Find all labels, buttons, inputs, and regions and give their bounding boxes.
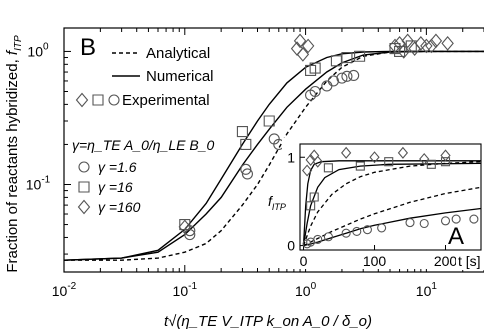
- inset-x-label: t [s]: [458, 253, 481, 269]
- data-point-circle: [309, 85, 321, 98]
- data-point-circle: [321, 80, 333, 92]
- data-point-diamond: [420, 38, 433, 54]
- panel-label: B: [80, 34, 96, 61]
- inset-x-tick-label: 100: [363, 253, 387, 269]
- inset-y-label: fITP: [268, 193, 286, 212]
- inset-point-circle: [419, 218, 429, 229]
- x-axis-title: t√(η_TE V_ITP k_on A_0 / δ_o): [164, 313, 372, 330]
- gamma-legend-label: γ =160: [98, 199, 141, 215]
- gamma-legend-marker: [78, 161, 90, 173]
- inset-point-circle: [313, 234, 323, 244]
- y-tick-label: 10-1: [26, 174, 51, 192]
- inset-panel-label: A: [448, 223, 464, 250]
- gamma-legend-label: γ =1.6: [98, 159, 137, 175]
- inset-series-line-2: [302, 160, 481, 246]
- data-point-square: [236, 125, 248, 138]
- legend-analytical: Analytical: [146, 45, 210, 62]
- inset-y-tick-label: 1: [287, 149, 295, 165]
- data-point-square: [240, 138, 252, 150]
- inset-point-circle: [341, 228, 351, 238]
- legend-circle-marker: [108, 94, 120, 106]
- data-point-diamond: [441, 36, 454, 51]
- inset-point-circle: [469, 214, 479, 224]
- inset-xlabel-bg: [456, 254, 484, 270]
- inset-point-square: [323, 163, 333, 173]
- data-point-square: [309, 62, 321, 74]
- gamma-legend-marker: [78, 181, 90, 193]
- data-point-circle: [241, 168, 253, 180]
- data-point-circle: [348, 69, 360, 81]
- inset-point-diamond: [312, 155, 323, 168]
- inset-point-diamond: [419, 152, 430, 166]
- inset-frame: [299, 143, 482, 251]
- inset-point-circle: [352, 226, 362, 236]
- inset-point-circle: [362, 225, 372, 235]
- gamma-definition: γ=η_TE A_0/η_LE B_0: [72, 137, 214, 153]
- inset-point-square: [440, 157, 451, 167]
- data-point-circle: [240, 163, 252, 175]
- series-line-2: [63, 50, 484, 261]
- y-tick-label: 100: [27, 41, 49, 59]
- x-tick-label: 100: [295, 281, 317, 299]
- inset-point-diamond: [369, 151, 380, 164]
- x-tick-label: 101: [416, 281, 438, 299]
- inset-point-square: [355, 161, 365, 171]
- legend-numerical: Numerical: [146, 68, 214, 85]
- data-point-diamond: [397, 44, 410, 59]
- legend-experimental: Experimental: [122, 92, 210, 109]
- inset-x-tick-label: 0: [300, 253, 308, 269]
- x-tick-label: 10-2: [52, 281, 77, 299]
- inset-point-diamond: [440, 149, 451, 162]
- series-line-1: [63, 50, 484, 261]
- plot-frame: [63, 27, 484, 273]
- inset-point-circle: [323, 232, 333, 242]
- inset-point-square: [426, 159, 436, 169]
- inset-point-square: [309, 192, 319, 202]
- data-point-diamond: [293, 33, 307, 49]
- legend-square-marker: [92, 94, 104, 106]
- y-axis-title: Fraction of reactants hybridized, fITP: [4, 35, 24, 273]
- data-point-diamond: [414, 36, 428, 51]
- data-point-square: [305, 64, 317, 76]
- inset-point-circle: [405, 218, 415, 228]
- inset-point-diamond: [341, 146, 352, 159]
- inset-series-line-3: [302, 162, 482, 246]
- data-point-diamond: [388, 38, 402, 54]
- inset-x-tick-label: 200: [434, 253, 458, 269]
- data-point-square: [354, 50, 366, 62]
- series-line-0: [64, 50, 484, 261]
- inset-point-circle: [451, 214, 461, 224]
- inset-point-circle: [440, 216, 451, 226]
- inset-point-square: [306, 201, 316, 211]
- inset-series-line-1: [303, 186, 482, 247]
- inset-point-square: [384, 157, 394, 167]
- data-point-square: [263, 115, 275, 127]
- inset-point-diamond: [301, 164, 313, 177]
- data-point-square: [341, 51, 353, 64]
- data-point-diamond: [429, 33, 443, 49]
- data-point-diamond: [301, 38, 315, 54]
- data-point-circle: [341, 70, 353, 82]
- inset-point-diamond: [305, 153, 316, 166]
- data-point-diamond: [296, 47, 310, 62]
- data-point-circle: [336, 72, 348, 84]
- inset-point-diamond: [397, 146, 409, 159]
- inset-point-circle: [377, 223, 387, 233]
- inset-plot: 0 100 200 0 1 fITP t [s] A: [268, 138, 484, 270]
- legend-diamond-marker: [75, 92, 89, 108]
- data-point-diamond: [401, 33, 414, 49]
- data-point-diamond: [425, 38, 438, 54]
- inset-y-tick-label: 0: [287, 238, 295, 254]
- data-point-square: [330, 55, 342, 67]
- x-tick-label: 10-1: [173, 281, 198, 299]
- gamma-legend-label: γ =16: [98, 179, 133, 195]
- gamma-legend-marker: [77, 199, 91, 215]
- data-point-diamond: [178, 219, 192, 235]
